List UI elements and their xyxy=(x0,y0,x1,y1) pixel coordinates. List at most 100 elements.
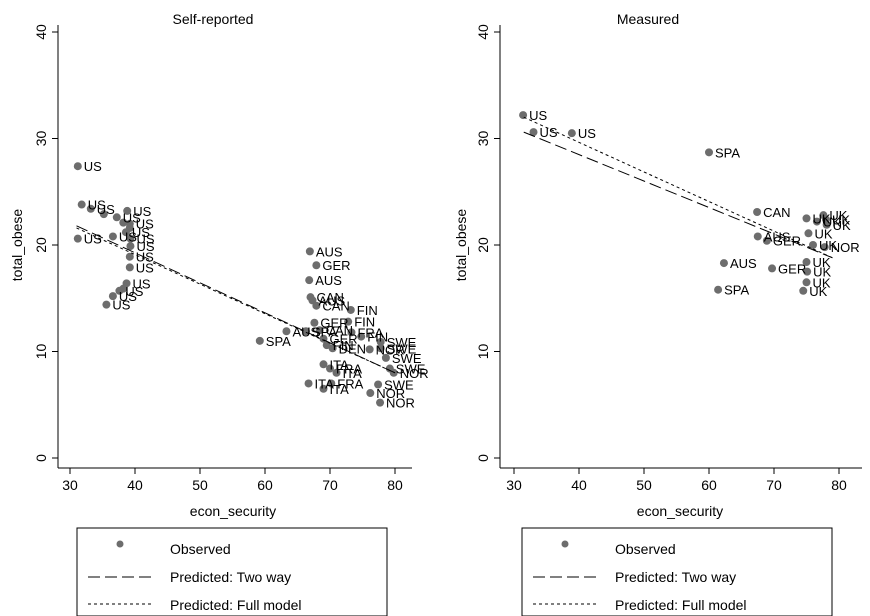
chart0-point-22 xyxy=(312,261,321,270)
chart0-point-44 xyxy=(326,364,334,373)
chart0-series-1-line xyxy=(76,227,396,374)
chart0-point-label-18: US xyxy=(125,284,143,299)
chart0-point-30 xyxy=(282,327,291,336)
chart0-point-32 xyxy=(315,326,324,335)
chart1-point-label-11: UK xyxy=(823,215,841,230)
legend-left-observed-label: Observed xyxy=(170,541,231,557)
chart1-point-label-19: UK xyxy=(813,265,831,280)
chart1-y-tick-label-3: 30 xyxy=(475,131,491,147)
chart1-point-4 xyxy=(753,207,762,216)
chart0-point-label-39: SWE xyxy=(387,335,417,350)
chart0-point-label-26: CAN xyxy=(322,299,349,314)
legend-left: Observed Predicted: Two way Predicted: F… xyxy=(76,527,388,616)
chart0-point-18 xyxy=(115,286,124,295)
chart0-point-2 xyxy=(86,204,95,213)
chart0-y-tick-label-1: 10 xyxy=(33,344,49,360)
chart0-point-label-50: FRA xyxy=(337,376,363,391)
left-y-ticks: 0 10 20 30 40 xyxy=(33,24,58,462)
chart0-point-label-46: SWE xyxy=(396,362,426,377)
chart0-point-label-34: FIN xyxy=(367,330,388,345)
chart0-point-42 xyxy=(381,353,390,362)
left-x-ticks: 30 40 50 60 70 80 xyxy=(62,468,403,493)
chart1-point-1 xyxy=(529,128,538,137)
chart1-point-6 xyxy=(762,236,771,245)
chart0-point-label-5: US xyxy=(133,204,151,219)
chart0-point-label-41: SWE xyxy=(387,341,417,356)
chart0-series-0-line xyxy=(76,225,396,374)
chart1-x-tick-label-3: 60 xyxy=(701,477,717,493)
legend-right-box xyxy=(521,527,833,616)
chart0-y-tick-label-3: 30 xyxy=(33,131,49,147)
chart0-y-tick-label-4: 40 xyxy=(33,24,49,40)
chart0-point-38 xyxy=(328,344,337,353)
chart0-point-label-40: NOR xyxy=(376,342,405,357)
chart1-point-3 xyxy=(705,148,713,157)
chart1-y-tick-label-0: 0 xyxy=(475,454,491,462)
chart0-point-label-30: AUS xyxy=(292,324,319,339)
chart0-point-28 xyxy=(344,317,353,326)
right-x-ticks: 30 40 50 60 70 80 xyxy=(506,468,847,493)
chart1-point-8 xyxy=(768,264,777,273)
chart1-series-1-line xyxy=(523,116,833,259)
chart0-point-21 xyxy=(305,247,314,256)
chart0-point-40 xyxy=(365,345,374,354)
chart0-x-tick-label-4: 70 xyxy=(322,477,338,493)
legend-left-full-label: Predicted: Full model xyxy=(170,597,302,613)
chart0-point-label-19: US xyxy=(119,289,137,304)
chart0-point-label-48: ITA xyxy=(315,376,335,391)
chart0-point-53 xyxy=(376,398,385,407)
chart0-point-label-45: ITA xyxy=(343,366,363,381)
chart1-point-label-7: AUS xyxy=(730,256,757,271)
chart0-point-19 xyxy=(108,292,117,301)
chart1-point-label-10: UK xyxy=(813,211,831,226)
chart0-point-26 xyxy=(312,301,321,310)
chart0-point-48 xyxy=(304,379,313,388)
chart1-point-label-0: US xyxy=(529,108,547,123)
chart1-point-label-14: UK xyxy=(833,218,851,233)
chart1-point-9 xyxy=(714,285,723,294)
chart0-x-tick-label-3: 60 xyxy=(257,477,273,493)
legend-right: Observed Predicted: Two way Predicted: F… xyxy=(521,527,833,616)
chart1-x-tick-label-2: 50 xyxy=(636,477,652,493)
chart-title-left: Self-reported xyxy=(173,11,254,27)
chart1-point-19 xyxy=(803,267,812,276)
chart1-point-label-6: GER xyxy=(773,234,801,249)
chart0-point-10 xyxy=(73,234,82,243)
chart0-point-label-9: US xyxy=(132,225,150,240)
chart0-y-tick-label-0: 0 xyxy=(33,454,49,462)
chart0-point-29 xyxy=(310,318,319,327)
chart0-point-label-49: ITA xyxy=(330,382,350,397)
chart0-point-label-25: AUS xyxy=(318,293,345,308)
chart1-point-label-3: SPA xyxy=(715,145,740,160)
legend-left-observed-marker xyxy=(116,540,124,548)
chart0-point-label-52: NOR xyxy=(376,386,405,401)
chart1-y-tick-label-1: 10 xyxy=(475,344,491,360)
chart0-point-13 xyxy=(126,242,135,251)
chart0-point-label-13: US xyxy=(136,239,154,254)
chart0-point-label-51: SWE xyxy=(384,378,414,393)
chart1-point-label-5: AUS xyxy=(764,229,791,244)
chart0-point-label-14: US xyxy=(136,250,154,265)
chart0-point-41 xyxy=(376,344,385,353)
chart1-point-20 xyxy=(802,278,811,287)
chart0-point-label-38: DEN xyxy=(339,341,366,356)
chart0-point-34 xyxy=(357,332,366,341)
chart1-point-label-16: UK xyxy=(819,238,837,253)
chart0-point-1 xyxy=(77,200,86,209)
chart0-point-15 xyxy=(125,263,134,272)
chart1-y-tick-label-2: 20 xyxy=(475,237,491,253)
legend-right-twoway-label: Predicted: Two way xyxy=(615,569,736,585)
chart0-point-23 xyxy=(305,276,314,285)
chart0-point-label-7: US xyxy=(136,217,154,232)
chart0-point-50 xyxy=(327,379,336,388)
chart1-point-label-15: UK xyxy=(814,226,832,241)
chart0-point-6 xyxy=(119,218,128,227)
legend-left-twoway-label: Predicted: Two way xyxy=(170,569,291,585)
chart0-point-label-27: FIN xyxy=(357,303,378,318)
chart0-point-35 xyxy=(255,336,264,345)
chart0-point-label-29: GER xyxy=(320,316,348,331)
legend-right-full-label: Predicted: Full model xyxy=(615,597,747,613)
